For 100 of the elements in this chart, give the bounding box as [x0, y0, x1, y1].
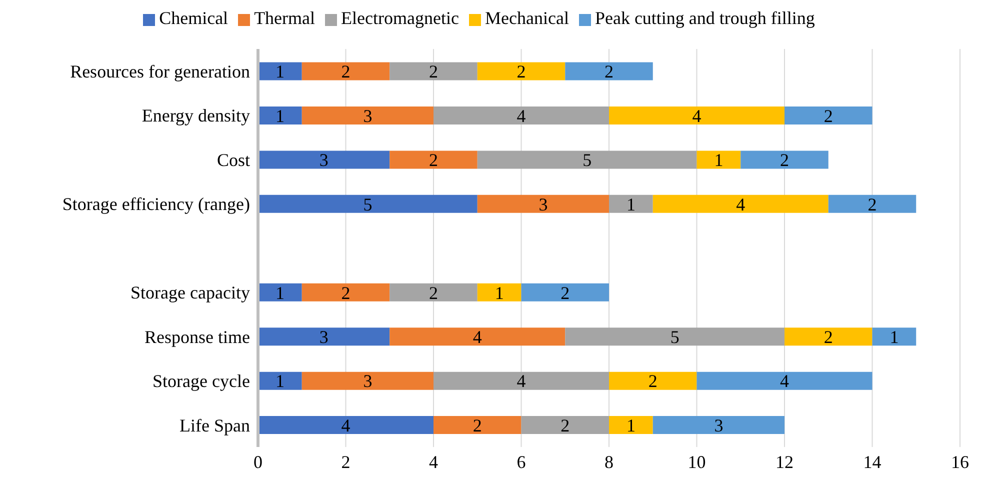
legend-label: Peak cutting and trough filling: [594, 8, 815, 28]
bar: [390, 62, 478, 80]
data-label: 1: [714, 150, 724, 170]
bar: [609, 194, 653, 213]
bar: [258, 194, 478, 213]
x-tick-label: 0: [254, 452, 262, 472]
y-tick-label: Response time: [144, 326, 250, 347]
y-tick-label: Resources for generation: [70, 62, 250, 82]
bar: [258, 283, 302, 302]
data-label: 4: [516, 106, 526, 126]
data-label: 2: [429, 282, 438, 303]
y-tick-label: Storage capacity: [130, 282, 250, 303]
legend-label: Electromagnetic: [341, 8, 459, 28]
x-tick-label: 10: [688, 452, 706, 472]
x-tick-label: 4: [429, 452, 438, 472]
data-label: 3: [538, 194, 548, 214]
data-label: 3: [363, 371, 372, 392]
legend-label: Mechanical: [485, 8, 569, 28]
bar: [477, 62, 566, 80]
bar: [258, 62, 302, 80]
bar: [258, 106, 302, 124]
data-label: 4: [516, 371, 526, 392]
data-label: 4: [780, 371, 789, 392]
legend-label: Thermal: [254, 8, 316, 28]
bar: [565, 328, 784, 346]
bar: [258, 328, 390, 346]
y-tick-label: Storage efficiency (range): [62, 194, 250, 214]
y-tick-label: Cost: [216, 150, 250, 170]
bar: [258, 150, 390, 169]
data-label: 3: [363, 106, 372, 126]
data-label: 2: [341, 282, 350, 303]
bar: [740, 150, 828, 169]
data-label: 1: [275, 371, 284, 392]
bar: [477, 283, 522, 302]
x-tick-label: 14: [863, 452, 882, 472]
data-label: 2: [472, 415, 482, 436]
bar: [652, 194, 828, 213]
bar: [784, 106, 872, 124]
bar: [390, 283, 478, 302]
data-label: 1: [890, 326, 899, 347]
x-tick-label: 8: [604, 452, 614, 472]
bar: [434, 372, 609, 390]
data-label: 4: [472, 326, 482, 347]
data-label: 2: [780, 150, 789, 170]
data-label: 2: [604, 62, 614, 82]
data-label: 1: [626, 415, 636, 436]
bar: [302, 372, 434, 390]
data-label: 2: [824, 326, 833, 347]
y-tick-label: Energy density: [142, 106, 250, 126]
data-label: 3: [319, 150, 328, 170]
data-label: 1: [626, 194, 636, 214]
x-tick-label: 12: [776, 452, 794, 472]
data-label: 3: [714, 415, 724, 436]
bar: [390, 328, 566, 346]
bar: [521, 416, 609, 434]
bar: [609, 372, 697, 390]
bar: [434, 416, 522, 434]
bar: [390, 150, 478, 169]
y-tick-label: Life Span: [180, 415, 250, 436]
bar: [477, 194, 609, 213]
bar: [609, 106, 784, 124]
bar: [258, 372, 302, 390]
x-tick-label: 6: [516, 452, 526, 472]
bar: [302, 283, 390, 302]
bar: [652, 416, 784, 434]
data-label: 1: [494, 282, 504, 303]
bar: [565, 62, 653, 80]
data-label: 5: [670, 326, 680, 347]
data-label: 5: [363, 194, 372, 214]
bar: [477, 150, 697, 169]
data-label: 2: [648, 371, 658, 392]
bar: [784, 328, 872, 346]
data-label: 2: [560, 415, 570, 436]
data-label: 2: [868, 194, 877, 214]
data-label: 2: [429, 150, 438, 170]
data-label: 3: [319, 326, 328, 347]
data-label: 1: [275, 62, 284, 82]
bar: [258, 416, 434, 434]
bar: [302, 62, 390, 80]
x-tick-label: 2: [341, 452, 350, 472]
data-label: 1: [275, 106, 284, 126]
data-label: 2: [429, 62, 438, 82]
bar: [302, 106, 434, 124]
x-tick-label: 16: [951, 452, 969, 472]
data-label: 2: [560, 282, 570, 303]
data-label: 2: [516, 62, 526, 82]
data-label: 2: [824, 106, 833, 126]
data-label: 1: [275, 282, 284, 303]
data-label: 4: [692, 106, 702, 126]
bar: [696, 372, 872, 390]
bar: [434, 106, 609, 124]
data-label: 2: [341, 62, 350, 82]
bar: [872, 328, 916, 346]
data-label: 4: [736, 194, 746, 214]
bar: [521, 283, 609, 302]
data-label: 5: [582, 150, 592, 170]
data-label: 4: [341, 415, 350, 436]
legend-label: Chemical: [159, 8, 228, 28]
bar: [609, 416, 653, 434]
y-tick-label: Storage cycle: [152, 371, 250, 392]
